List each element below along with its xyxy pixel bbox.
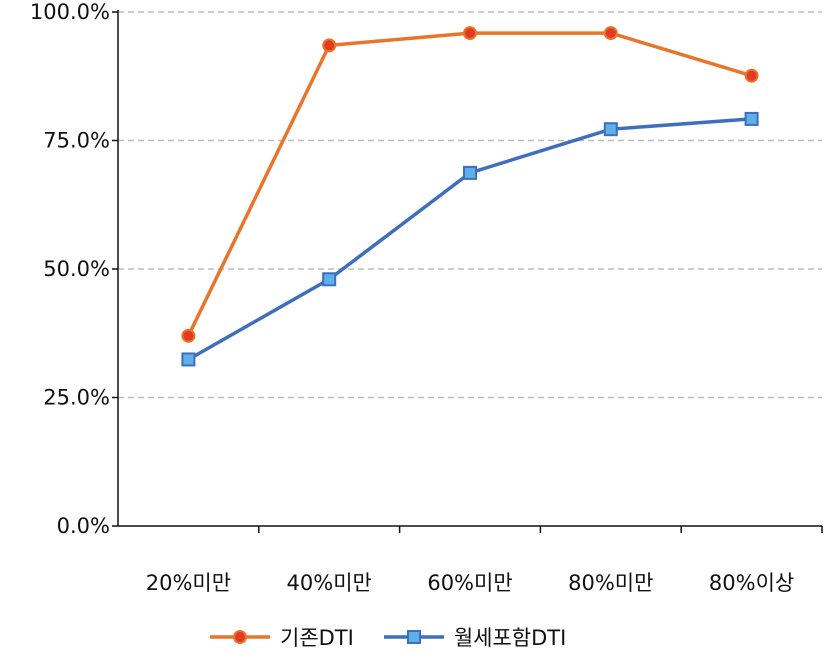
legend-label-series-1: 기존DTI	[280, 626, 354, 650]
legend-item-series-2: 월세포함DTI	[382, 622, 566, 652]
y-tick-label: 75.0%	[43, 129, 110, 153]
y-tick-label: 0.0%	[57, 514, 110, 538]
data-point-series-1	[322, 38, 337, 53]
y-tick-label: 50.0%	[43, 257, 110, 281]
data-point-series-1	[181, 328, 196, 343]
data-point-series-1	[744, 68, 759, 83]
x-tick-labels: 20%미만 40%미만 60%미만 80%미만 80%이상	[146, 571, 795, 595]
data-point-series-1	[603, 26, 618, 41]
x-tick-label: 60%미만	[427, 571, 512, 595]
x-tick-label: 80%이상	[709, 571, 794, 595]
legend-item-series-1: 기존DTI	[208, 622, 354, 652]
data-point-series-2	[463, 165, 477, 180]
series-line-2	[187, 117, 752, 361]
y-tick-label: 25.0%	[43, 386, 110, 410]
data-point-series-1	[463, 26, 477, 41]
data-point-series-2	[181, 352, 196, 367]
gridlines	[118, 11, 822, 399]
y-tick-label: 100.0%	[30, 0, 110, 24]
legend-swatch-square	[383, 630, 444, 644]
series	[181, 26, 759, 367]
series-line-1	[186, 31, 753, 337]
x-tick-label: 40%미만	[287, 571, 372, 595]
legend-label-series-2: 월세포함DTI	[453, 626, 567, 650]
legend-swatch-circle	[210, 630, 270, 644]
x-tick-label: 80%미만	[568, 571, 653, 595]
data-point-series-2	[603, 122, 618, 137]
data-point-series-2	[322, 272, 337, 287]
x-tick-label: 20%미만	[146, 571, 231, 595]
axes	[112, 10, 823, 533]
legend: 기존DTI 월세포함DTI	[208, 622, 594, 652]
y-tick-labels: 0.0% 25.0% 50.0% 75.0% 100.0%	[30, 0, 110, 538]
data-point-series-2	[744, 111, 759, 126]
